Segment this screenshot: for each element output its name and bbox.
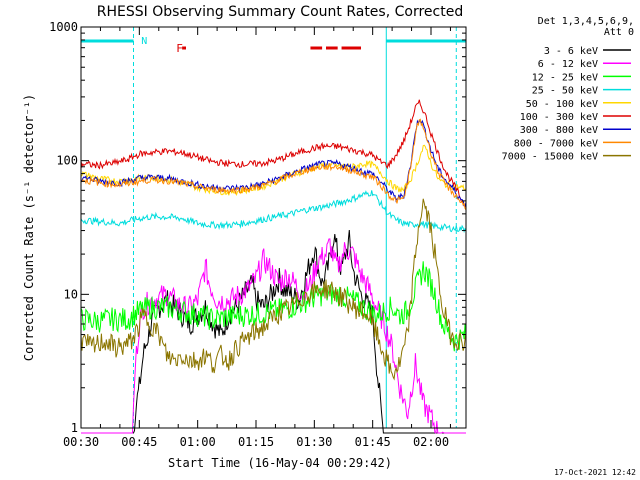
night-label: N [141,36,147,47]
y-tick-label: 1 [71,421,78,435]
legend-label: 6 - 12 keV [538,59,598,70]
x-tick-label: 01:30 [296,435,332,449]
axes: 1 10 100 1000 00:30 00:45 01:00 01:15 01:30 01:45… [49,20,467,449]
legend-label: 300 - 800 keV [520,125,598,136]
series-line-0 [81,229,466,434]
legend-label: 7000 - 15000 keV [502,152,598,163]
x-tick-label: 00:45 [121,435,157,449]
x-tick-label: 00:30 [63,435,99,449]
legend-label: 12 - 25 keV [532,72,598,83]
legend-label: 100 - 300 keV [520,112,598,123]
plot-frame [80,26,467,429]
y-tick-label: 1000 [49,20,78,34]
legend-header: Att 0 [604,27,634,38]
series-lines [80,99,467,434]
legend-label: 50 - 100 keV [526,99,598,110]
series-line-8 [80,198,467,381]
x-axis-label: Start Time (16-May-04 00:29:42) [168,456,392,470]
y-tick-label: 100 [56,154,78,168]
orbit-annotations: NF [81,27,466,428]
y-tick-label: 10 [64,287,78,301]
chart-title: RHESSI Observing Summary Count Rates, Co… [97,4,463,20]
footer-date: 17-Oct-2021 12:42 [554,468,636,477]
plot-background [81,27,466,428]
x-tick-label: 01:45 [355,435,391,449]
legend-label: 25 - 50 keV [532,86,598,97]
y-axis-label-group: Corrected Count Rate (s⁻¹ detector⁻¹) [22,94,36,361]
legend-header: Det 1,3,4,5,6,9, [538,16,634,27]
y-axis-label: Corrected Count Rate (s⁻¹ detector⁻¹) [22,94,36,361]
series-line-7 [80,118,467,211]
series-line-3 [80,190,467,234]
series-line-5 [80,99,467,208]
x-tick-label: 02:00 [413,435,449,449]
flare-label: F [176,42,183,55]
x-tick-label: 01:00 [180,435,216,449]
legend: Det 1,3,4,5,6,9,Att 0 3 - 6 keV 6 - 12 keV… [502,16,634,163]
legend-label: 800 - 7000 keV [514,138,598,149]
series-line-2 [80,261,467,352]
x-tick-label: 01:15 [238,435,274,449]
legend-label: 3 - 6 keV [544,46,598,57]
plot-area [81,27,466,428]
